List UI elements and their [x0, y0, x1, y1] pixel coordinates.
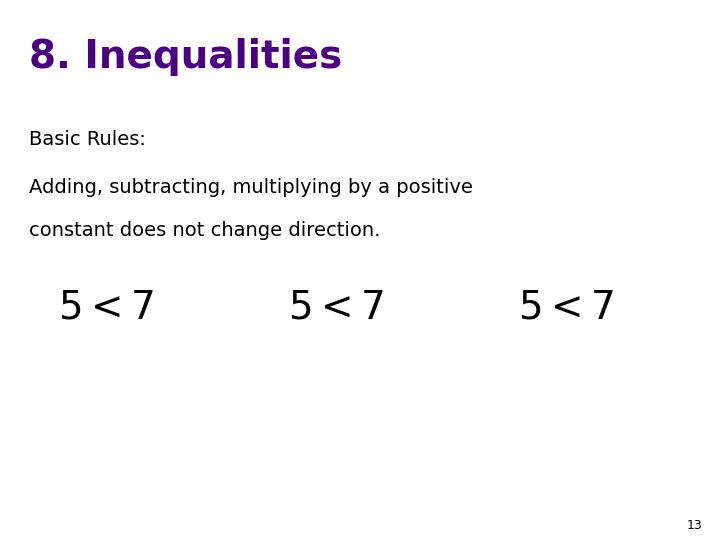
Text: constant does not change direction.: constant does not change direction.: [29, 221, 380, 240]
Text: Basic Rules:: Basic Rules:: [29, 130, 145, 148]
Text: $5 < 7$: $5 < 7$: [518, 289, 614, 327]
Text: $5 < 7$: $5 < 7$: [58, 289, 153, 327]
Text: 13: 13: [686, 519, 702, 532]
Text: $5 < 7$: $5 < 7$: [288, 289, 384, 327]
Text: Adding, subtracting, multiplying by a positive: Adding, subtracting, multiplying by a po…: [29, 178, 472, 197]
Text: 8. Inequalities: 8. Inequalities: [29, 38, 342, 76]
